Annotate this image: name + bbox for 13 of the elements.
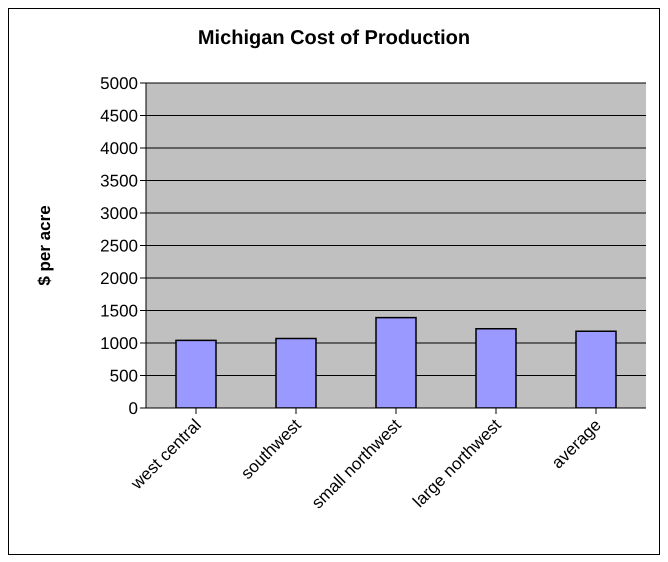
y-tick-label: 3000	[100, 204, 138, 224]
y-tick-label: 1500	[100, 302, 138, 321]
y-axis-title: $ per acre	[35, 205, 54, 286]
y-tick-label: 2500	[100, 236, 138, 256]
y-tick-label: 4000	[100, 139, 138, 158]
y-tick-label: 1000	[100, 334, 138, 354]
y-tick-label: 2000	[100, 269, 138, 288]
y-tick-label: 5000	[100, 74, 138, 94]
y-tick-label: 500	[110, 366, 138, 386]
chart-title: Michigan Cost of Production	[196, 27, 472, 50]
y-tick-label: 3500	[100, 172, 138, 191]
y-tick-label: 0	[128, 399, 138, 418]
y-tick-label: 4500	[100, 106, 138, 126]
